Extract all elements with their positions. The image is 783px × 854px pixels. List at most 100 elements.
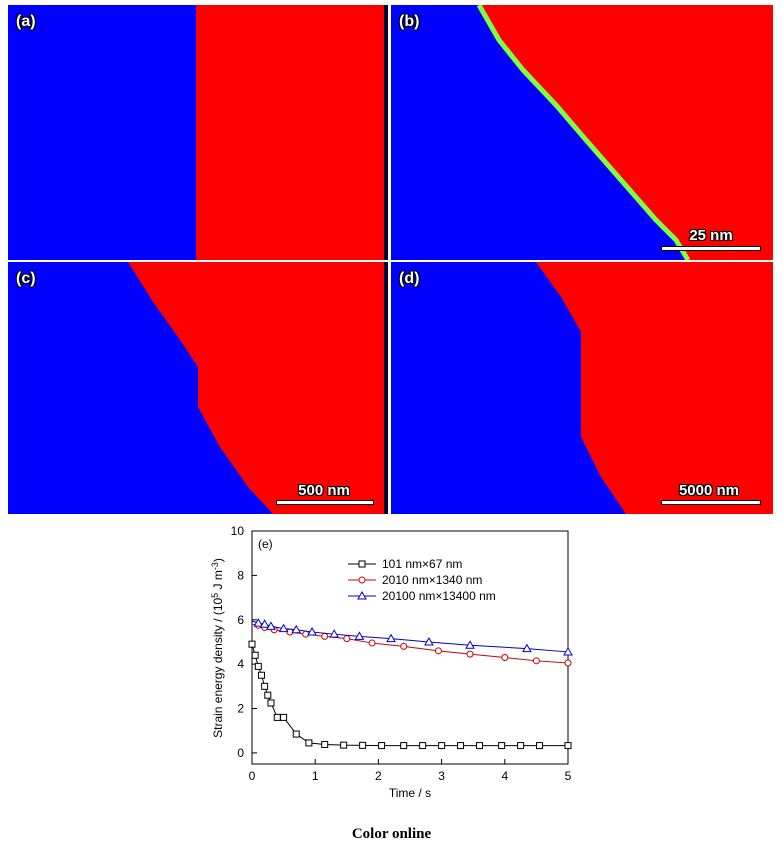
series-1 [248, 640, 572, 750]
scalebar-label: 25 nm [689, 227, 733, 244]
data-point [438, 742, 446, 750]
panel-d: (d) 5000 nm [391, 262, 773, 514]
panel-b-domains [476, 5, 773, 260]
data-point [378, 742, 386, 750]
x-tick-label: 4 [501, 769, 508, 783]
domain-right [128, 262, 388, 514]
data-point [267, 699, 275, 707]
domain-right [196, 5, 388, 260]
data-point [536, 742, 544, 750]
data-point [307, 626, 317, 636]
data-point [465, 640, 475, 649]
y-axis-label: Strain energy density / (105 J m-3) [210, 558, 225, 738]
data-point [305, 739, 313, 747]
data-point [517, 742, 525, 750]
panel-b-label: (b) [399, 13, 420, 30]
figure-caption: Color online [351, 826, 432, 842]
data-point [259, 619, 270, 628]
y-tick-label: 2 [237, 702, 244, 716]
data-point [419, 742, 427, 750]
chart-svg: 0 1 2 3 4 5 0 2 4 6 8 10 (e) 101 nm×67 nm 2010 nm×13… [210, 524, 573, 800]
data-point [358, 560, 366, 568]
x-axis-label: Time / s [389, 786, 431, 800]
series-2 [251, 621, 572, 667]
data-point [564, 742, 572, 750]
legend-entry: 2010 nm×1340 nm [382, 573, 482, 587]
x-tick-label: 3 [438, 769, 445, 783]
panel-d-label: (d) [399, 270, 420, 287]
data-point [359, 741, 367, 749]
data-point [564, 659, 572, 667]
data-point [457, 742, 465, 750]
data-point [257, 671, 265, 679]
data-point [264, 691, 272, 699]
panel-c-label: (c) [16, 270, 36, 287]
data-point [386, 633, 396, 643]
data-point [532, 657, 540, 665]
y-tick-label: 0 [237, 746, 244, 760]
data-point [400, 642, 408, 650]
data-point [424, 636, 434, 646]
y-tick-label: 10 [231, 524, 245, 538]
data-point [522, 643, 532, 653]
panel-b: (b) 25 nm [391, 5, 773, 260]
data-point [321, 740, 329, 748]
y-tick-label: 6 [237, 613, 244, 627]
data-point [329, 629, 340, 638]
data-point [343, 635, 351, 643]
data-point [261, 682, 269, 690]
panel-a: (a) [8, 5, 388, 260]
data-point [291, 624, 302, 634]
data-point [340, 741, 348, 749]
data-point [253, 618, 264, 627]
panel-edge [384, 262, 388, 514]
data-point [321, 632, 329, 640]
data-point [266, 621, 276, 630]
data-point [498, 742, 506, 750]
chart-legend: 101 nm×67 nm 2010 nm×1340 nm 20100 nm×1340… [348, 557, 496, 603]
x-tick-label: 0 [249, 769, 256, 783]
data-point [357, 590, 367, 600]
data-point [466, 650, 474, 658]
panel-edge [384, 5, 388, 260]
scalebar-label: 500 nm [298, 482, 350, 499]
domain-wall [476, 5, 691, 260]
data-point [292, 730, 300, 738]
strain-energy-chart: 0 1 2 3 4 5 0 2 4 6 8 10 (e) 101 nm×67 nm 2010 nm×13… [200, 520, 600, 810]
scalebar [661, 500, 761, 505]
scalebar-label: 5000 nm [678, 482, 740, 499]
domain-right [536, 262, 773, 514]
panel-a-label: (a) [16, 13, 36, 30]
data-point [251, 651, 259, 659]
scalebar [661, 246, 761, 251]
data-point [501, 653, 509, 661]
data-point [368, 639, 376, 647]
panel-c: (c) 500 nm [8, 262, 388, 514]
series-3 [251, 618, 573, 656]
data-point [280, 713, 288, 721]
data-point [273, 713, 281, 721]
panel-c-domains [128, 262, 388, 514]
y-tick-label: 8 [237, 568, 244, 582]
data-point [434, 647, 442, 655]
data-point [358, 576, 366, 584]
data-point [476, 742, 484, 750]
panel-a-domains [196, 5, 388, 260]
y-tick-label: 4 [237, 657, 244, 671]
scalebar [276, 500, 374, 505]
data-point [248, 640, 256, 648]
data-point [254, 662, 262, 670]
panel-d-domains [536, 262, 773, 514]
legend-entry: 101 nm×67 nm [382, 557, 462, 571]
x-tick-label: 1 [312, 769, 319, 783]
chart-panel-label: (e) [258, 537, 273, 551]
x-tick-label: 2 [375, 769, 382, 783]
data-point [400, 742, 408, 750]
domain-right [479, 5, 773, 260]
data-point [302, 630, 310, 638]
x-tick-label: 5 [565, 769, 572, 783]
data-point [563, 646, 573, 656]
data-point [278, 623, 289, 633]
data-point [354, 631, 365, 640]
legend-entry: 20100 nm×13400 nm [382, 589, 496, 603]
